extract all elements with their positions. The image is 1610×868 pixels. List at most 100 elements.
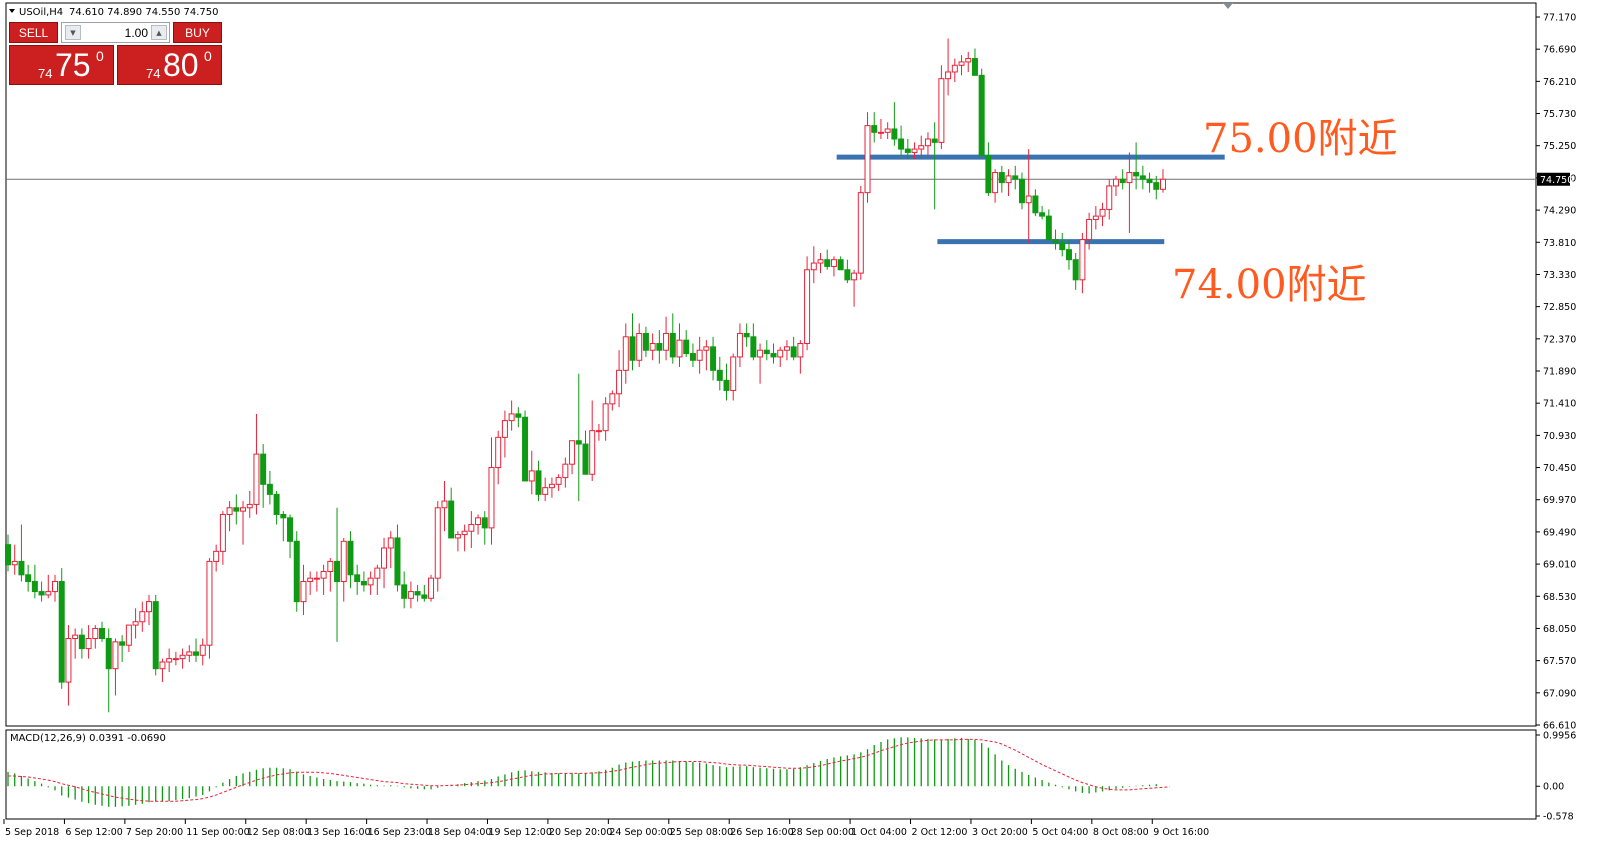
candle-body [454, 534, 461, 539]
price-tick-label: 72.850 [1543, 302, 1576, 313]
candle [683, 330, 690, 357]
candle-body [340, 540, 347, 583]
candle [1086, 212, 1093, 250]
candle-body [857, 192, 864, 274]
lot-decrease-icon[interactable]: ▼ [65, 25, 81, 40]
candle-body [25, 574, 32, 583]
sell-price-button[interactable]: 74 75 0 [9, 45, 114, 85]
candle-body [293, 540, 300, 603]
level-lines[interactable] [836, 154, 1225, 245]
candle-body [904, 148, 911, 153]
candle [871, 112, 878, 143]
candle-body [226, 507, 233, 515]
candle-body [642, 332, 649, 351]
candle [978, 68, 985, 157]
price-tick-label: 72.370 [1543, 334, 1576, 345]
candle [763, 340, 770, 361]
candle [971, 48, 978, 76]
candle [146, 594, 153, 626]
candle [11, 544, 18, 575]
candle [320, 564, 327, 595]
sell-button[interactable]: SELL [9, 22, 58, 43]
candle-body [367, 577, 374, 586]
candle-body [1126, 172, 1133, 184]
candle-body [783, 346, 790, 351]
candle-body [428, 577, 435, 599]
candle [72, 628, 79, 659]
candle-body [45, 591, 52, 596]
candle-body [260, 453, 267, 485]
candle-body [918, 145, 925, 150]
candle [293, 531, 300, 612]
candle-body [199, 644, 206, 656]
time-tick-label: 6 Sep 12:00 [65, 827, 122, 838]
candle [441, 480, 448, 532]
candle [374, 564, 381, 595]
candle [542, 477, 549, 502]
candle-body [105, 638, 112, 670]
sell-price-sup: 0 [96, 48, 104, 64]
time-tick-label: 25 Sep 08:00 [670, 827, 733, 838]
candle [810, 246, 817, 284]
candle-body [501, 420, 508, 438]
symbol-dropdown-icon[interactable] [9, 9, 15, 13]
buy-price-button[interactable]: 74 80 0 [117, 45, 222, 85]
candle-body [166, 658, 173, 663]
candle [273, 491, 280, 525]
candle [1112, 175, 1119, 197]
candle [716, 356, 723, 391]
candle [797, 340, 804, 374]
candle [287, 514, 294, 559]
candle [461, 524, 468, 552]
candle [609, 390, 616, 411]
candle-body [582, 443, 589, 475]
candle [300, 564, 307, 616]
candle [642, 326, 649, 357]
price-tick-label: 71.410 [1543, 399, 1576, 410]
candle-body [998, 172, 1005, 184]
candle-body [132, 621, 139, 626]
candles [5, 38, 1166, 713]
candle [407, 581, 414, 609]
candle-body [179, 654, 186, 660]
buy-button[interactable]: BUY [173, 22, 222, 43]
lot-size-input[interactable] [82, 24, 148, 41]
candle-body [1159, 178, 1166, 190]
candle-body [1153, 182, 1160, 190]
time-tick-label: 26 Sep 16:00 [730, 827, 793, 838]
candle [824, 249, 831, 270]
candle [125, 624, 132, 652]
price-tick-label: 68.530 [1543, 592, 1576, 603]
candle-body [52, 581, 59, 593]
candle [448, 487, 455, 539]
candle [569, 440, 576, 475]
chart-shift-marker[interactable] [1223, 3, 1233, 9]
candle-body [824, 259, 831, 267]
candle-body [280, 513, 287, 519]
candle [347, 531, 354, 589]
candle-body [723, 379, 730, 391]
candle-body [266, 483, 273, 495]
candle [777, 346, 784, 367]
candle-body [219, 513, 226, 552]
candle [884, 122, 891, 140]
candle [508, 400, 515, 431]
macd-panel-frame [5, 729, 1537, 820]
candle [327, 558, 334, 592]
lot-increase-icon[interactable]: ▲ [151, 25, 167, 40]
candle-body [85, 638, 92, 650]
candle-body [589, 430, 596, 475]
candle [817, 253, 824, 274]
price-tick-label: 69.970 [1543, 495, 1576, 506]
buy-price-small: 74 [146, 66, 161, 81]
candle [663, 316, 670, 361]
price-tick-label: 75.250 [1543, 141, 1576, 152]
candle [851, 269, 858, 307]
candle [1072, 253, 1079, 290]
candle-body [374, 567, 381, 579]
candle-body [240, 507, 247, 512]
candle [1106, 179, 1113, 220]
candle [454, 531, 461, 552]
candle [475, 514, 482, 535]
